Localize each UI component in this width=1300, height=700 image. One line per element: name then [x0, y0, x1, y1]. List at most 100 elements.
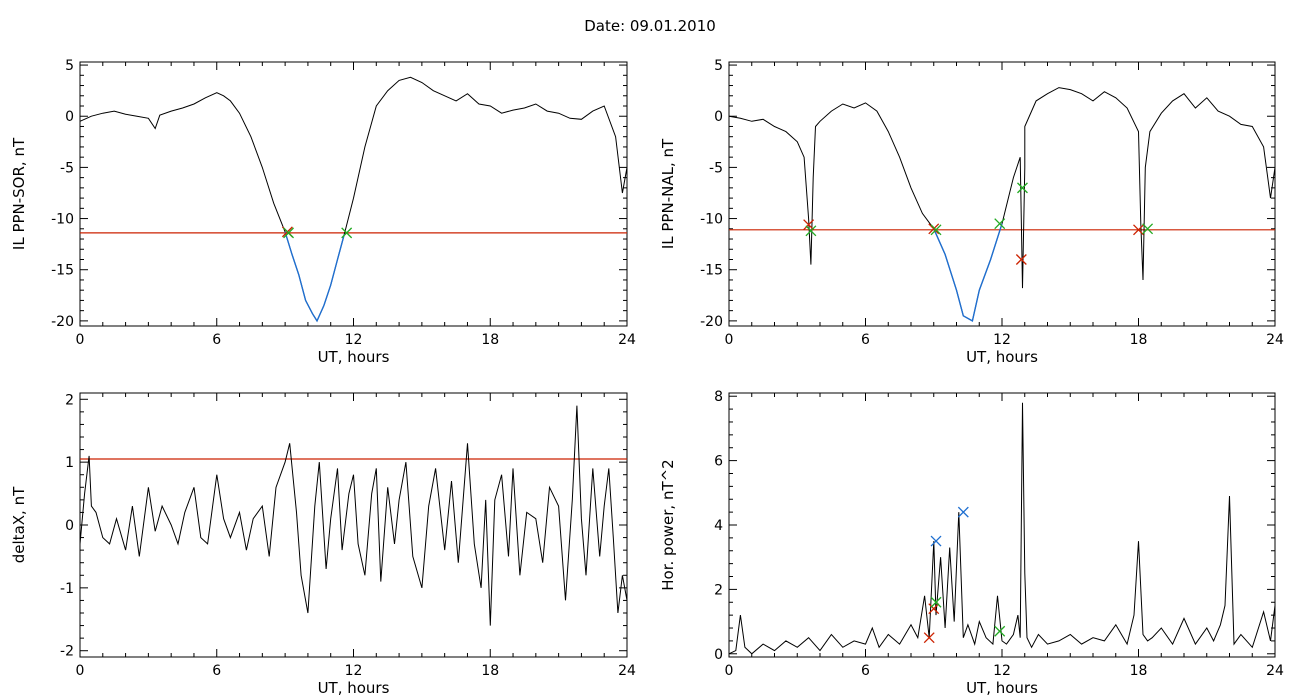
x-tick-label: 12 — [345, 332, 363, 348]
y-tick-label: 5 — [65, 58, 74, 74]
cross-stroke — [930, 224, 942, 236]
y-tick-label: 5 — [714, 58, 723, 74]
cross-stroke — [928, 603, 940, 615]
cross-marker — [803, 219, 815, 231]
y-tick-label: -15 — [700, 263, 723, 279]
cross-marker — [1017, 182, 1028, 194]
cross-marker — [805, 225, 817, 237]
y-tick-label: 0 — [65, 109, 74, 125]
x-tick-label: 18 — [1130, 663, 1148, 679]
y-tick-label: 2 — [65, 392, 74, 408]
y-tick-label: 0 — [65, 518, 74, 534]
y-tick-label: 2 — [714, 582, 723, 598]
plot-frame — [79, 61, 628, 327]
y-tick-label: -2 — [60, 644, 74, 660]
highlight-segment — [933, 223, 1003, 322]
cross-stroke — [994, 625, 1006, 637]
cross-stroke — [283, 227, 295, 239]
cross-stroke — [803, 219, 815, 231]
series-line — [79, 76, 628, 322]
series-line — [728, 87, 1276, 322]
plot-frame — [79, 392, 628, 658]
cross-marker — [928, 603, 940, 615]
plot-frame — [728, 392, 1276, 658]
y-tick-label: 8 — [714, 389, 723, 405]
x-tick-label: 12 — [993, 332, 1011, 348]
x-tick-label: 24 — [618, 663, 636, 679]
y-axis-label: IL PPN-SOR, nT — [10, 137, 28, 250]
x-tick-label: 24 — [618, 332, 636, 348]
x-tick-label: 18 — [481, 332, 499, 348]
y-axis-label: Hor. power, nT^2 — [659, 459, 677, 590]
y-tick-label: 6 — [714, 454, 723, 470]
x-tick-label: 6 — [212, 332, 221, 348]
cross-stroke — [957, 506, 969, 518]
cross-stroke — [930, 596, 942, 608]
cross-marker — [341, 227, 353, 239]
x-tick-label: 0 — [76, 332, 85, 348]
cross-stroke — [341, 227, 353, 239]
cross-marker — [1133, 224, 1144, 236]
cross-stroke — [923, 632, 935, 644]
cross-marker — [930, 224, 942, 236]
cross-marker — [994, 625, 1006, 637]
cross-stroke — [930, 535, 942, 547]
panel-ppn-sor: 0 6 12 18 24 -20 -15 -10 -5 0 5 UT, hours IL PPN-SOR… — [10, 58, 636, 366]
series-line — [79, 405, 628, 626]
cross-stroke — [994, 218, 1006, 230]
cross-stroke — [805, 225, 817, 237]
cross-stroke — [928, 223, 940, 235]
cross-marker — [957, 506, 969, 518]
x-tick-label: 6 — [861, 663, 870, 679]
cross-stroke — [1142, 223, 1154, 235]
cross-stroke — [1017, 182, 1028, 194]
x-tick-label: 24 — [1266, 663, 1284, 679]
x-tick-label: 18 — [1130, 332, 1148, 348]
highlight-segment — [284, 231, 346, 323]
y-axis-label: IL PPN-NAL, nT — [659, 138, 677, 249]
y-tick-label: -20 — [51, 314, 74, 330]
y-tick-label: -10 — [51, 212, 74, 228]
x-tick-label: 6 — [861, 332, 870, 348]
y-tick-label: -10 — [700, 212, 723, 228]
series-line — [728, 402, 1276, 655]
x-tick-label: 0 — [725, 332, 734, 348]
y-tick-label: -20 — [700, 314, 723, 330]
cross-marker — [1015, 254, 1027, 265]
x-tick-label: 6 — [212, 663, 221, 679]
y-tick-label: -5 — [60, 160, 74, 176]
x-tick-label: 0 — [76, 663, 85, 679]
plot-frame — [728, 61, 1276, 327]
y-tick-label: 0 — [714, 109, 723, 125]
x-axis-label: UT, hours — [318, 348, 390, 366]
cross-marker — [928, 223, 940, 235]
x-axis-label: UT, hours — [966, 679, 1038, 697]
cross-marker — [930, 596, 942, 608]
cross-stroke — [1015, 254, 1027, 265]
cross-stroke — [1133, 224, 1144, 236]
y-axis-label: deltaX, nT — [10, 486, 28, 563]
date-title: Date: 09.01.2010 — [584, 17, 716, 35]
x-tick-label: 12 — [993, 663, 1011, 679]
x-tick-label: 18 — [481, 663, 499, 679]
y-tick-label: -1 — [60, 581, 74, 597]
y-tick-label: 1 — [65, 455, 74, 471]
x-tick-label: 12 — [345, 663, 363, 679]
cross-marker — [283, 227, 295, 239]
x-axis-label: UT, hours — [966, 348, 1038, 366]
y-tick-label: 4 — [714, 518, 723, 534]
y-tick-label: -5 — [709, 160, 723, 176]
cross-marker — [994, 218, 1006, 230]
y-tick-label: -15 — [51, 263, 74, 279]
panel-ppn-nal: 0 6 12 18 24 -20 -15 -10 -5 0 5 UT, hours IL PPN-NAL… — [659, 58, 1284, 366]
x-tick-label: 24 — [1266, 332, 1284, 348]
y-tick-label: 0 — [714, 647, 723, 663]
cross-marker — [930, 535, 942, 547]
cross-marker — [923, 632, 935, 644]
cross-marker — [1142, 223, 1154, 235]
x-axis-label: UT, hours — [318, 679, 390, 697]
x-tick-label: 0 — [725, 663, 734, 679]
